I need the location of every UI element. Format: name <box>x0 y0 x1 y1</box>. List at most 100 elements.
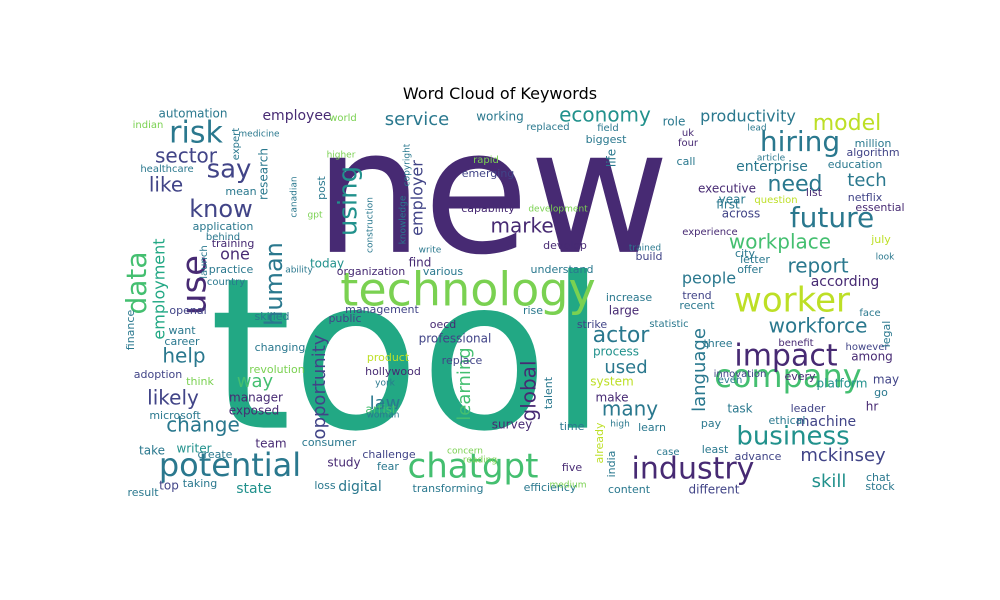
word-skilled: skilled <box>254 310 289 323</box>
word-digital: digital <box>338 479 382 495</box>
word-impact: impact <box>734 339 837 374</box>
word-list: list <box>806 186 823 199</box>
word-rapid: rapid <box>473 155 499 166</box>
word-service: service <box>385 109 449 130</box>
word-learn: learn <box>638 421 666 434</box>
word-many: many <box>602 397 658 421</box>
word-content: content <box>608 483 651 496</box>
word-replaced: replaced <box>526 122 569 133</box>
word-innovation: innovation <box>714 369 767 380</box>
word-algorithm: algorithm <box>846 146 899 159</box>
word-law: law <box>370 393 401 414</box>
word-new: new <box>314 92 670 293</box>
word-human: human <box>260 242 288 326</box>
word-experience: experience <box>682 227 737 238</box>
word-opportunity: opportunity <box>309 334 330 439</box>
word-may: may <box>873 373 899 387</box>
word-employment: employment <box>150 238 169 339</box>
word-ethical: ethical <box>769 414 806 427</box>
word-company: company <box>714 357 861 395</box>
word-hollywood: hollywood <box>365 365 421 378</box>
word-way: way <box>237 371 274 392</box>
word-result: result <box>127 486 159 499</box>
word-lead: lead <box>747 124 766 134</box>
word-canadian: canadian <box>290 176 300 217</box>
word-skill: skill <box>812 471 847 492</box>
word-loss: loss <box>314 479 336 492</box>
word-uk: uk <box>682 128 694 139</box>
word-practice: practice <box>209 263 254 276</box>
word-ability: ability <box>285 266 313 276</box>
word-field: field <box>597 123 619 134</box>
word-artist: artist <box>365 403 397 417</box>
word-indian: indian <box>133 120 164 131</box>
word-challenge: challenge <box>362 448 416 461</box>
word-strike: strike <box>577 318 608 331</box>
word-efficiency: efficiency <box>524 481 577 494</box>
word-today: today <box>310 257 344 271</box>
word-high: high <box>610 420 630 430</box>
word-openai: openai <box>169 304 206 317</box>
word-every: every <box>784 370 816 383</box>
word-look: look <box>876 253 896 263</box>
word-study: study <box>327 456 360 470</box>
word-behind: behind <box>206 232 240 243</box>
word-among: among <box>851 350 893 364</box>
word-take: take <box>139 444 165 458</box>
word-woman: woman <box>367 411 400 421</box>
word-used: used <box>604 357 647 378</box>
word-industry: industry <box>632 452 755 487</box>
word-public: public <box>328 312 361 325</box>
word-replace: replace <box>442 354 483 367</box>
word-article: article <box>757 154 786 164</box>
word-top: top <box>159 479 179 493</box>
word-july: july <box>870 233 891 246</box>
word-organization: organization <box>337 265 405 278</box>
word-exposed: exposed <box>229 404 279 418</box>
word-question: question <box>754 195 797 206</box>
word-say: say <box>207 155 252 185</box>
word-trained: trained <box>629 244 661 254</box>
word-advance: advance <box>735 450 782 463</box>
word-application: application <box>193 220 254 233</box>
word-life: life <box>605 149 619 167</box>
word-find: find <box>409 256 432 270</box>
word-platform: platform <box>817 377 868 391</box>
word-language: language <box>689 328 710 412</box>
word-statistic: statistic <box>649 319 688 330</box>
word-want: want <box>168 324 196 337</box>
word-market: market <box>491 214 562 238</box>
word-use: use <box>175 255 215 315</box>
word-future: future <box>790 201 874 234</box>
word-make: make <box>596 391 629 405</box>
word-benefit: benefit <box>778 338 813 349</box>
word-economy: economy <box>559 103 651 127</box>
word-trend: trend <box>682 289 711 302</box>
word-data: data <box>120 251 153 314</box>
word-rise: rise <box>523 304 543 317</box>
word-risk: risk <box>169 116 223 151</box>
word-using: using <box>334 166 364 236</box>
word-process: process <box>593 345 639 359</box>
word-professional: professional <box>419 332 492 346</box>
word-taking: taking <box>183 477 217 490</box>
word-microsoft: microsoft <box>149 409 201 422</box>
word-capability: capability <box>461 202 515 215</box>
word-people: people <box>682 269 736 288</box>
word-training: training <box>212 237 255 250</box>
word-chatgpt: chatgpt <box>408 447 539 487</box>
word-gpt: gpt <box>308 211 323 221</box>
word-stock: stock <box>865 480 895 493</box>
word-medium: medium <box>550 481 587 491</box>
word-workforce: workforce <box>769 314 868 338</box>
page-title: Word Cloud of Keywords <box>402 84 598 103</box>
word-task: task <box>727 402 752 416</box>
word-change: change <box>166 413 240 437</box>
word-medicine: medicine <box>238 130 280 140</box>
word-india: india <box>605 451 618 478</box>
word-machine: machine <box>796 414 856 430</box>
word-finance: finance <box>124 310 137 351</box>
word-call: call <box>677 155 696 168</box>
word-tech: tech <box>847 170 886 191</box>
